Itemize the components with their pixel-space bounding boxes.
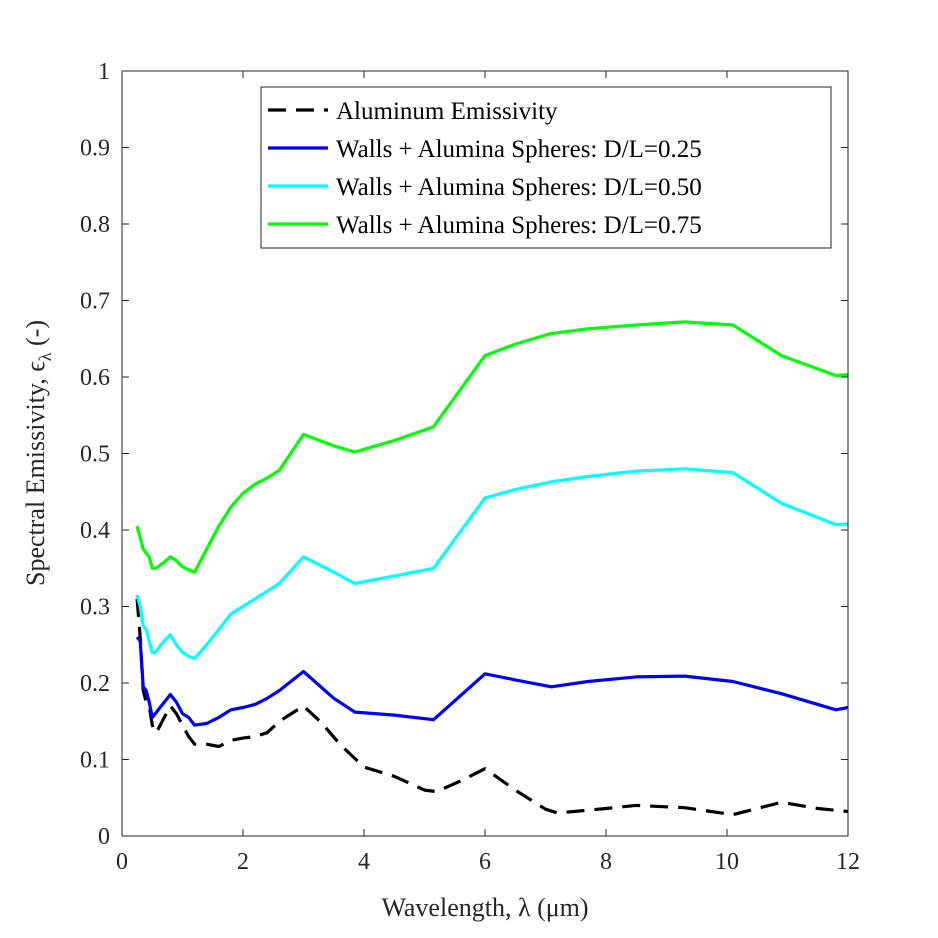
series-line-3 bbox=[135, 320, 849, 574]
legend-entry-3: Walls + Alumina Spheres: D/L=0.75 bbox=[336, 212, 702, 239]
y-tick-label: 0.2 bbox=[80, 671, 110, 697]
y-axis-label-suffix: (-) bbox=[21, 320, 50, 352]
legend: Aluminum Emissivity Walls + Alumina Spher… bbox=[260, 86, 832, 249]
x-tick-label: 8 bbox=[600, 849, 612, 875]
x-tick-label: 6 bbox=[479, 849, 491, 875]
x-tick-label: 10 bbox=[715, 849, 739, 875]
y-tick-label: 0.3 bbox=[80, 595, 110, 621]
legend-entry-1: Walls + Alumina Spheres: D/L=0.25 bbox=[336, 136, 702, 163]
y-axis-label-main: Spectral Emissivity, ϵ bbox=[21, 361, 50, 586]
x-tick-label: 2 bbox=[237, 849, 249, 875]
series-line-2 bbox=[135, 467, 849, 661]
legend-box bbox=[260, 86, 832, 249]
y-tick-label: 0.9 bbox=[80, 136, 110, 162]
y-tick-label: 0.7 bbox=[80, 289, 110, 315]
series-layer bbox=[135, 320, 849, 817]
y-tick-label: 0.4 bbox=[80, 518, 110, 544]
series-line-1 bbox=[135, 636, 849, 727]
x-axis-label: Wavelength, λ (μm) bbox=[381, 893, 588, 922]
y-tick-label: 0.8 bbox=[80, 212, 110, 238]
y-tick-label: 0.1 bbox=[80, 748, 110, 774]
axes-layer: 0 2 4 6 8 10 12 0 0.1 0.2 0.3 0.4 0.5 0.6 0.7 0.8 0.9 1 bbox=[80, 59, 860, 875]
series-line-0 bbox=[135, 598, 849, 817]
legend-entry-2: Walls + Alumina Spheres: D/L=0.50 bbox=[336, 174, 702, 201]
y-tick-label: 0 bbox=[98, 824, 110, 850]
x-tick-label: 4 bbox=[358, 849, 370, 875]
y-tick-label: 0.6 bbox=[80, 365, 110, 391]
x-tick-label: 12 bbox=[836, 849, 860, 875]
y-tick-label: 0.5 bbox=[80, 442, 110, 468]
plot-frame bbox=[121, 70, 849, 837]
x-tick-label: 0 bbox=[116, 849, 128, 875]
y-axis-label: Spectral Emissivity, ϵλ (-) bbox=[21, 320, 55, 586]
legend-entry-0: Aluminum Emissivity bbox=[336, 98, 558, 125]
y-tick-label: 1 bbox=[98, 59, 110, 85]
y-axis-label-subscript: λ bbox=[35, 352, 55, 361]
